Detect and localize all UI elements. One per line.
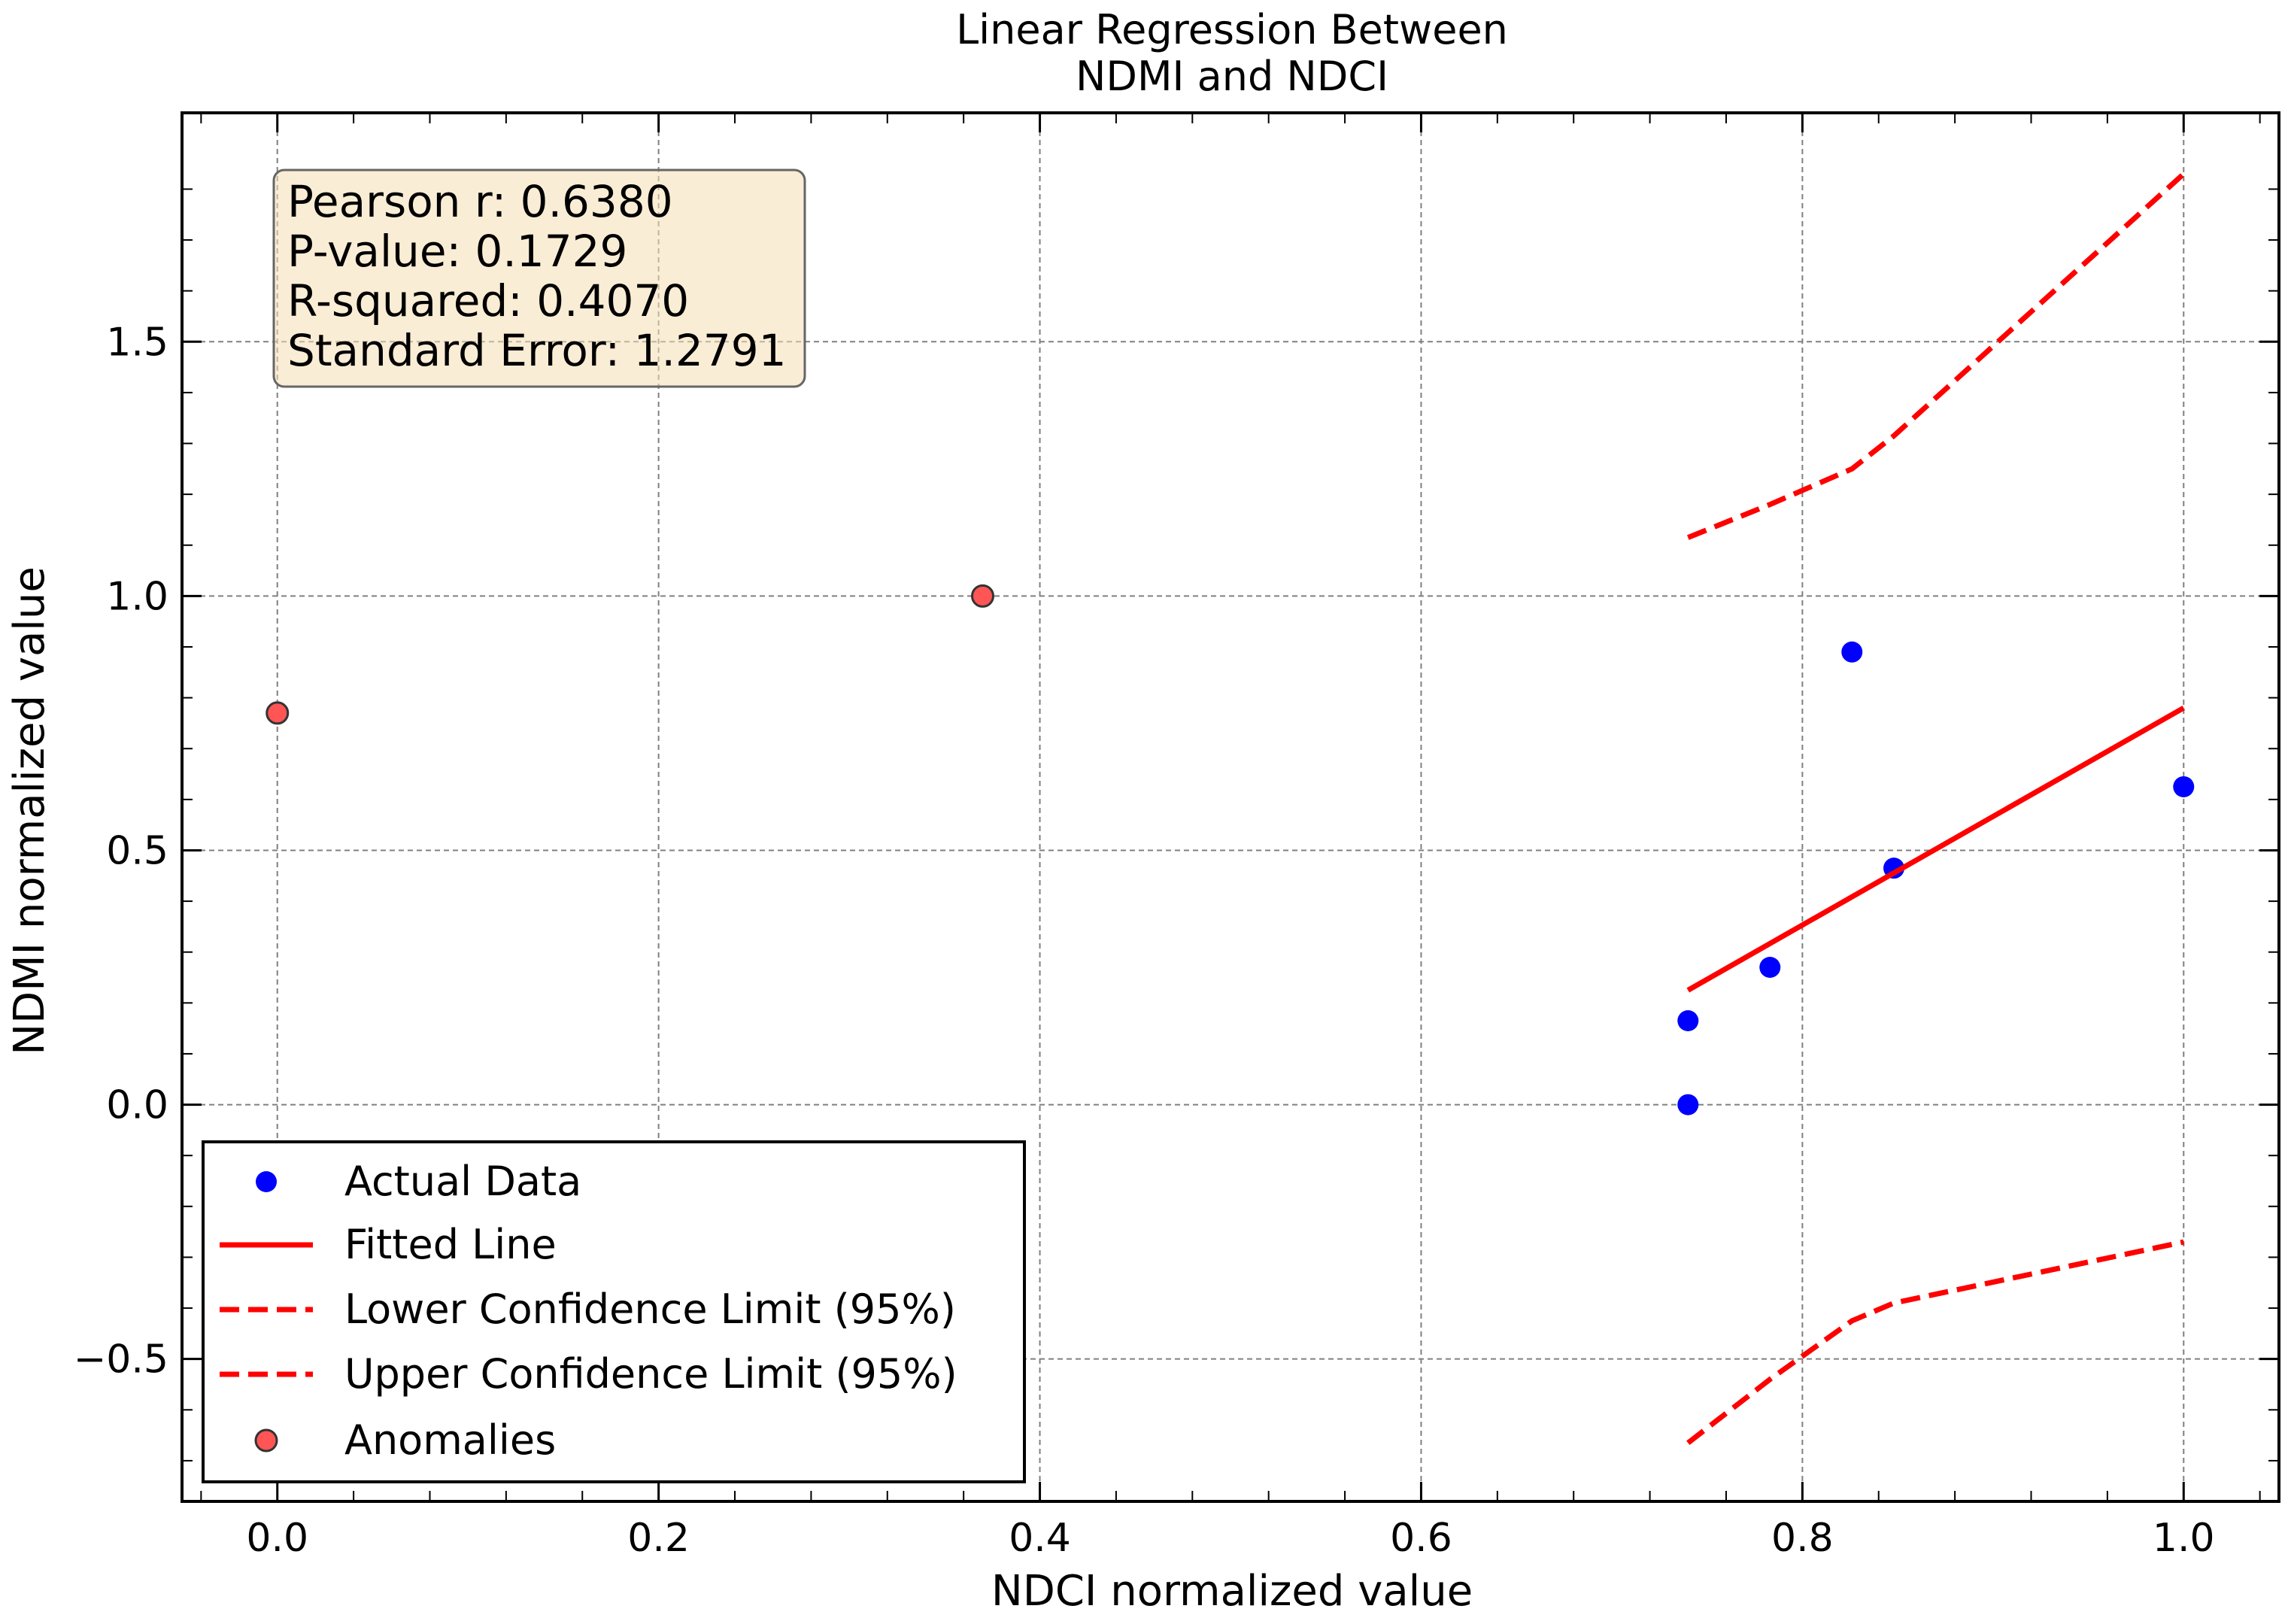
- chart-title-line-2: NDMI and NDCI: [1076, 53, 1388, 100]
- lower-confidence-limit-95-line: [1686, 1239, 2184, 1446]
- x-tick-label: 0.6: [1390, 1516, 1452, 1561]
- stats-pearson: Pearson r: 0.6380: [287, 176, 673, 227]
- actual-data-point: [1841, 641, 1863, 663]
- y-tick-label: 1.5: [106, 320, 168, 365]
- axis-ticks: 0.0 0.2 0.4 0.6 0.8 1.0 −0.5 0.0 0.5 1.0 1.5: [74, 113, 2279, 1561]
- fitted-line-line: [1686, 706, 2186, 993]
- stats-stderr: Standard Error: 1.2791: [287, 325, 787, 376]
- x-tick-label: 0.2: [627, 1516, 690, 1561]
- legend-label-actual-data: Actual Data: [344, 1158, 581, 1205]
- y-tick-label: 0.0: [106, 1083, 168, 1128]
- y-tick-label: −0.5: [74, 1337, 168, 1383]
- legend-label-lower-limit: Lower Confidence Limit (95%): [344, 1286, 956, 1333]
- upper-confidence-limit-95-line: [1686, 172, 2186, 540]
- anomalies-point: [971, 584, 995, 608]
- y-tick-label: 1.0: [106, 574, 168, 619]
- x-axis-label: NDCI normalized value: [991, 1567, 1473, 1616]
- x-tick-label: 1.0: [2153, 1516, 2215, 1561]
- actual-data-point: [2173, 776, 2195, 797]
- stats-pvalue: P-value: 0.1729: [287, 226, 627, 277]
- legend: Actual Data Fitted Line Lower Confidence…: [202, 1140, 1026, 1483]
- chart-title-line-1: Linear Regression Between: [956, 6, 1508, 53]
- y-axis-label: NDMI normalized value: [5, 566, 54, 1055]
- legend-label-upper-limit: Upper Confidence Limit (95%): [344, 1350, 957, 1398]
- legend-marker-anomalies: [254, 1428, 278, 1452]
- legend-label-fitted-line: Fitted Line: [344, 1221, 557, 1268]
- x-tick-label: 0.0: [246, 1516, 308, 1561]
- plot-data: [266, 172, 2195, 1446]
- actual-data-point: [1677, 1010, 1699, 1031]
- stats-box: Pearson r: 0.6380 P-value: 0.1729 R-squa…: [272, 168, 806, 388]
- actual-data-point: [1759, 957, 1781, 978]
- legend-label-anomalies: Anomalies: [344, 1416, 556, 1464]
- actual-data-point: [1677, 1094, 1699, 1116]
- stats-rsquared: R-squared: 0.4070: [287, 275, 689, 326]
- legend-marker-actual-data: [256, 1171, 277, 1192]
- x-tick-label: 0.4: [1009, 1516, 1071, 1561]
- plot-frame: [181, 111, 2280, 1503]
- x-tick-label: 0.8: [1771, 1516, 1834, 1561]
- anomalies-point: [266, 701, 290, 725]
- y-tick-label: 0.5: [106, 828, 168, 873]
